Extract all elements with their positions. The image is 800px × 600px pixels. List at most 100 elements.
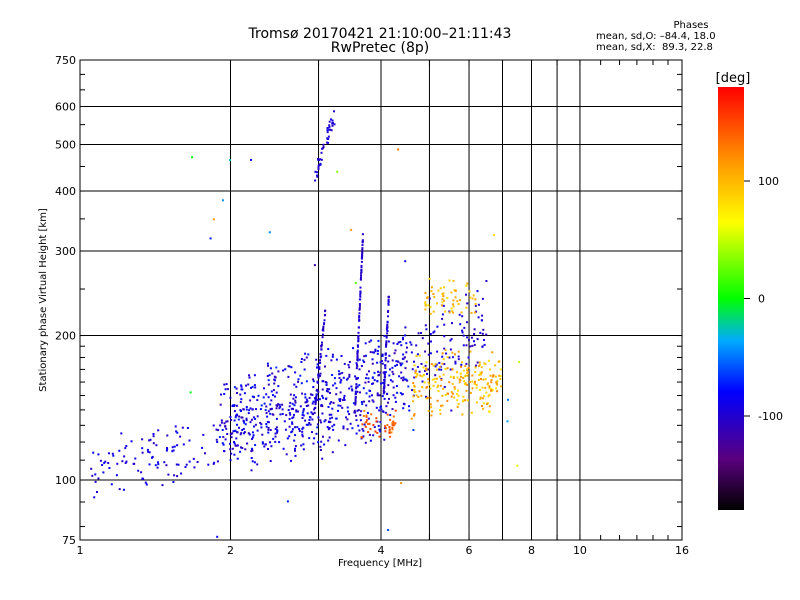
- data-point: [482, 378, 485, 381]
- data-point: [392, 420, 395, 423]
- data-point: [141, 438, 144, 441]
- data-point: [391, 426, 394, 429]
- data-point: [384, 411, 387, 414]
- data-point: [337, 404, 340, 407]
- data-point: [254, 444, 257, 446]
- data-point: [474, 371, 477, 373]
- data-point: [448, 381, 451, 384]
- data-point: [393, 422, 396, 425]
- data-point: [327, 141, 329, 144]
- data-point: [331, 355, 334, 358]
- data-point: [461, 331, 464, 334]
- data-point: [254, 386, 257, 389]
- data-point: [413, 389, 415, 392]
- data-point: [238, 426, 240, 429]
- data-point: [435, 377, 438, 380]
- data-point: [99, 459, 102, 462]
- data-point: [496, 383, 499, 386]
- data-point: [240, 385, 243, 388]
- x-tick-label: 4: [378, 544, 385, 557]
- data-point: [319, 374, 322, 377]
- data-point: [354, 401, 357, 404]
- data-point: [316, 363, 319, 366]
- data-point: [459, 372, 462, 375]
- data-point: [238, 415, 241, 418]
- data-point: [488, 393, 491, 396]
- data-point: [229, 396, 232, 399]
- data-point: [176, 444, 179, 447]
- data-point: [433, 296, 436, 299]
- data-point: [359, 277, 362, 280]
- data-point: [152, 435, 155, 438]
- data-point: [340, 355, 343, 357]
- data-point: [414, 391, 417, 393]
- data-point: [346, 406, 349, 409]
- data-point: [417, 395, 420, 398]
- data-point: [436, 325, 439, 328]
- data-point: [339, 372, 342, 375]
- data-point: [338, 373, 341, 376]
- data-point: [369, 428, 372, 430]
- data-point: [466, 399, 469, 402]
- data-point: [444, 394, 447, 396]
- data-point: [453, 396, 456, 399]
- data-point: [316, 174, 318, 177]
- data-point: [364, 381, 367, 384]
- data-point: [235, 437, 238, 440]
- data-point: [493, 234, 496, 237]
- data-point: [356, 354, 359, 357]
- data-point: [355, 387, 358, 390]
- data-point: [462, 395, 465, 398]
- data-point: [209, 237, 212, 240]
- data-point: [282, 447, 285, 450]
- data-point: [427, 353, 430, 356]
- data-point: [427, 381, 430, 384]
- data-point: [294, 371, 297, 374]
- data-point: [441, 317, 444, 320]
- data-point: [364, 425, 367, 428]
- data-point: [267, 431, 270, 434]
- data-point: [391, 422, 394, 425]
- data-point: [486, 383, 489, 386]
- data-point: [318, 366, 321, 369]
- data-point: [188, 439, 191, 442]
- data-point: [353, 409, 356, 412]
- data-point: [361, 254, 364, 257]
- data-point: [393, 423, 396, 426]
- data-point: [249, 407, 252, 410]
- data-point: [233, 419, 236, 422]
- data-point: [496, 390, 499, 393]
- data-point: [166, 434, 169, 437]
- data-point: [339, 380, 342, 383]
- data-point: [243, 432, 245, 435]
- data-point: [406, 346, 408, 349]
- data-point: [294, 434, 297, 437]
- data-point: [451, 392, 454, 395]
- data-point: [304, 393, 307, 396]
- data-point: [447, 392, 450, 395]
- data-point: [384, 352, 387, 355]
- data-point: [275, 391, 278, 394]
- data-point: [124, 462, 127, 464]
- data-point: [355, 383, 358, 386]
- data-point: [471, 380, 474, 383]
- data-point: [251, 408, 254, 411]
- data-point: [490, 388, 493, 391]
- data-point: [245, 406, 248, 408]
- data-point: [427, 409, 430, 412]
- data-point: [274, 440, 277, 443]
- data-point: [437, 390, 440, 393]
- data-point: [448, 356, 451, 359]
- data-point: [326, 127, 329, 129]
- data-point: [401, 357, 404, 360]
- data-point: [387, 295, 390, 298]
- colorbar-tick-label: 100: [758, 175, 779, 188]
- data-point: [319, 158, 322, 161]
- data-point: [360, 264, 363, 267]
- data-point: [413, 360, 415, 363]
- data-point: [254, 417, 257, 420]
- data-point: [173, 474, 176, 477]
- data-point: [229, 442, 231, 445]
- data-point: [456, 405, 459, 408]
- data-point: [96, 491, 98, 493]
